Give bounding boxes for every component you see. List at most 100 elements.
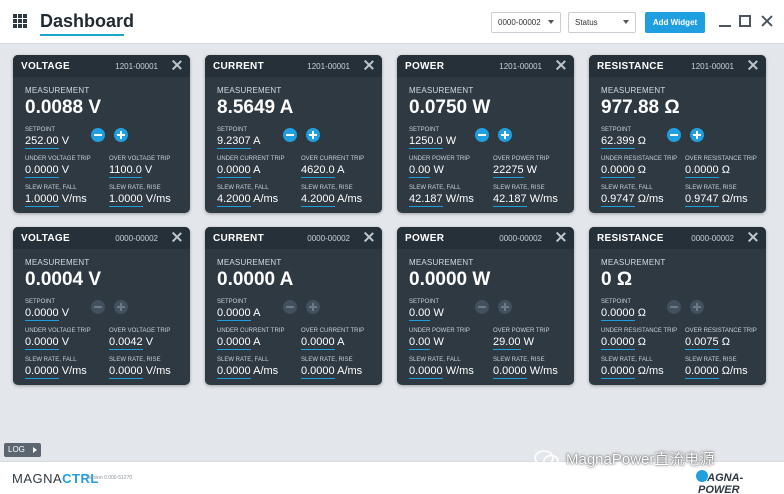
decrement-button[interactable]: [667, 300, 681, 314]
slew-fall-field[interactable]: 0.0000 W/ms: [409, 365, 474, 379]
slew-rise-value[interactable]: 0.0000: [493, 365, 527, 379]
over-trip-field[interactable]: 0.0000 A: [301, 336, 344, 350]
slew-rise-field[interactable]: 0.0000 W/ms: [493, 365, 558, 379]
slew-fall-field[interactable]: 0.0000 Ω/ms: [601, 365, 664, 379]
over-trip-value[interactable]: 29.00: [493, 336, 521, 350]
slew-rise-value[interactable]: 0.0000: [109, 365, 143, 379]
decrement-button[interactable]: [91, 300, 105, 314]
close-icon[interactable]: [364, 232, 374, 242]
setpoint-value[interactable]: 9.2307: [217, 135, 251, 149]
decrement-button[interactable]: [91, 128, 105, 142]
over-trip-value[interactable]: 1100.0: [109, 164, 142, 178]
slew-rise-field[interactable]: 42.187 W/ms: [493, 193, 558, 207]
under-trip-value[interactable]: 0.0000: [217, 336, 251, 350]
increment-button[interactable]: [114, 128, 128, 142]
close-icon[interactable]: [172, 60, 182, 70]
slew-rise-field[interactable]: 0.0000 V/ms: [109, 365, 171, 379]
slew-rise-value[interactable]: 1.0000: [109, 193, 143, 207]
unit-select[interactable]: 0000-00002: [491, 12, 561, 33]
slew-fall-value[interactable]: 4.2000: [217, 193, 251, 207]
slew-fall-value[interactable]: 0.0000: [25, 365, 59, 379]
setpoint-field[interactable]: 0.0000 A: [217, 307, 260, 321]
setpoint-field[interactable]: 0.0000 Ω: [601, 307, 646, 321]
status-select[interactable]: Status: [568, 12, 636, 33]
under-trip-value[interactable]: 0.0000: [25, 336, 59, 350]
close-icon[interactable]: [556, 232, 566, 242]
over-trip-field[interactable]: 22275 W: [493, 164, 537, 178]
slew-rise-value[interactable]: 0.0000: [685, 365, 719, 379]
slew-fall-field[interactable]: 42.187 W/ms: [409, 193, 474, 207]
under-trip-value[interactable]: 0.0000: [217, 164, 251, 178]
close-icon[interactable]: [556, 60, 566, 70]
close-icon[interactable]: [748, 232, 758, 242]
over-trip-field[interactable]: 4620.0 A: [301, 164, 344, 178]
under-trip-field[interactable]: 0.0000 A: [217, 336, 260, 350]
under-trip-value[interactable]: 0.0000: [601, 164, 635, 178]
slew-fall-field[interactable]: 0.0000 A/ms: [217, 365, 278, 379]
over-trip-value[interactable]: 4620.0: [301, 164, 335, 178]
slew-fall-value[interactable]: 0.0000: [409, 365, 443, 379]
slew-fall-value[interactable]: 0.0000: [601, 365, 635, 379]
close-icon[interactable]: [364, 60, 374, 70]
increment-button[interactable]: [114, 300, 128, 314]
setpoint-value[interactable]: 0.00: [409, 307, 431, 321]
decrement-button[interactable]: [283, 128, 297, 142]
under-trip-value[interactable]: 0.00: [409, 336, 431, 350]
setpoint-field[interactable]: 0.0000 V: [25, 307, 69, 321]
increment-button[interactable]: [690, 128, 704, 142]
under-trip-field[interactable]: 0.0000 V: [25, 164, 69, 178]
over-trip-value[interactable]: 22275: [493, 164, 524, 178]
slew-rise-field[interactable]: 1.0000 V/ms: [109, 193, 171, 207]
under-trip-field[interactable]: 0.0000 V: [25, 336, 69, 350]
decrement-button[interactable]: [283, 300, 297, 314]
slew-rise-value[interactable]: 42.187: [493, 193, 527, 207]
setpoint-value[interactable]: 1250.0: [409, 135, 443, 149]
over-trip-value[interactable]: 0.0075: [685, 336, 719, 350]
setpoint-value[interactable]: 252.00: [25, 135, 59, 149]
over-trip-field[interactable]: 0.0042 V: [109, 336, 153, 350]
log-button[interactable]: LOG: [4, 443, 41, 457]
decrement-button[interactable]: [475, 128, 489, 142]
slew-fall-field[interactable]: 4.2000 A/ms: [217, 193, 278, 207]
setpoint-field[interactable]: 1250.0 W: [409, 135, 456, 149]
increment-button[interactable]: [306, 128, 320, 142]
slew-fall-field[interactable]: 0.0000 V/ms: [25, 365, 87, 379]
setpoint-value[interactable]: 0.0000: [25, 307, 59, 321]
over-trip-value[interactable]: 0.0042: [109, 336, 143, 350]
over-trip-value[interactable]: 0.0000: [301, 336, 335, 350]
slew-rise-field[interactable]: 0.0000 Ω/ms: [685, 365, 748, 379]
slew-rise-field[interactable]: 4.2000 A/ms: [301, 193, 362, 207]
over-trip-value[interactable]: 0.0000: [685, 164, 719, 178]
decrement-button[interactable]: [667, 128, 681, 142]
add-widget-button[interactable]: Add Widget: [645, 12, 705, 33]
slew-fall-value[interactable]: 0.9747: [601, 193, 635, 207]
slew-fall-value[interactable]: 0.0000: [217, 365, 251, 379]
under-trip-field[interactable]: 0.0000 A: [217, 164, 260, 178]
over-trip-field[interactable]: 29.00 W: [493, 336, 534, 350]
decrement-button[interactable]: [475, 300, 489, 314]
setpoint-value[interactable]: 0.0000: [217, 307, 251, 321]
close-icon[interactable]: [172, 232, 182, 242]
under-trip-value[interactable]: 0.0000: [25, 164, 59, 178]
setpoint-field[interactable]: 0.00 W: [409, 307, 444, 321]
app-grid-icon[interactable]: [13, 14, 27, 28]
under-trip-field[interactable]: 0.00 W: [409, 164, 444, 178]
under-trip-field[interactable]: 0.00 W: [409, 336, 444, 350]
increment-button[interactable]: [498, 300, 512, 314]
setpoint-value[interactable]: 62.399: [601, 135, 635, 149]
slew-rise-value[interactable]: 0.0000: [301, 365, 335, 379]
slew-fall-field[interactable]: 1.0000 V/ms: [25, 193, 87, 207]
slew-rise-value[interactable]: 4.2000: [301, 193, 335, 207]
setpoint-field[interactable]: 62.399 Ω: [601, 135, 646, 149]
slew-fall-field[interactable]: 0.9747 Ω/ms: [601, 193, 664, 207]
slew-rise-value[interactable]: 0.9747: [685, 193, 719, 207]
over-trip-field[interactable]: 0.0000 Ω: [685, 164, 730, 178]
slew-fall-value[interactable]: 1.0000: [25, 193, 59, 207]
over-trip-field[interactable]: 1100.0 V: [109, 164, 152, 178]
increment-button[interactable]: [306, 300, 320, 314]
setpoint-field[interactable]: 252.00 V: [25, 135, 69, 149]
slew-rise-field[interactable]: 0.0000 A/ms: [301, 365, 362, 379]
maximize-icon[interactable]: [739, 15, 751, 27]
close-icon[interactable]: [760, 14, 774, 28]
under-trip-value[interactable]: 0.0000: [601, 336, 635, 350]
